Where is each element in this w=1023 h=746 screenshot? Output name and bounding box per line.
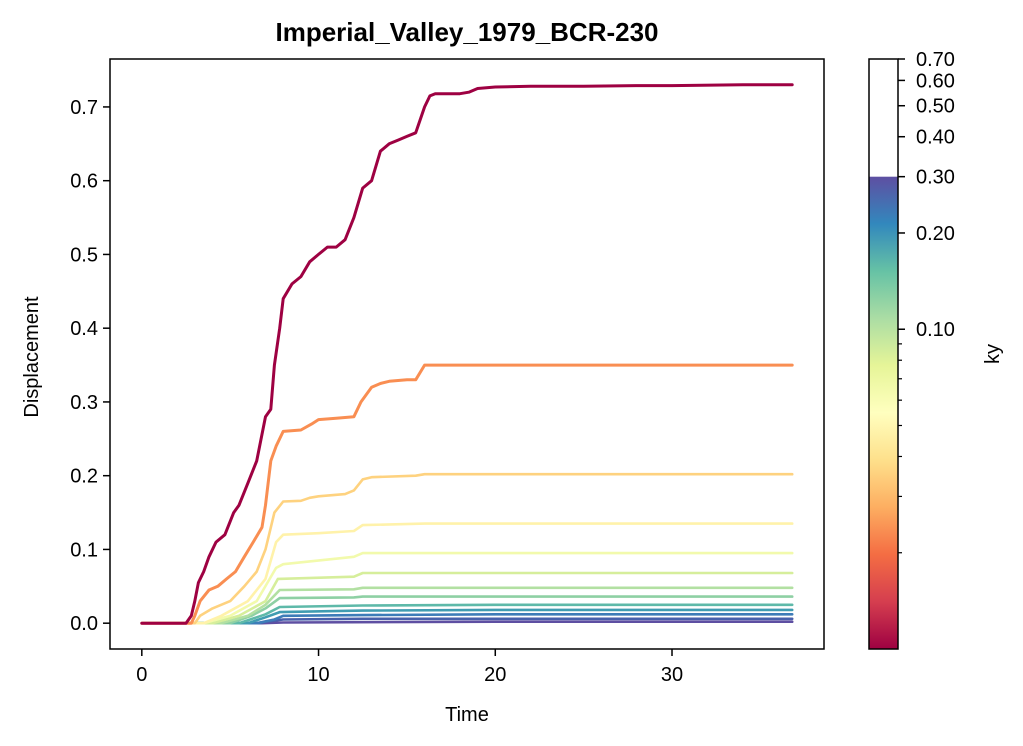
series-line-ky-0.1 — [140, 603, 794, 625]
x-axis-label: Time — [445, 704, 489, 726]
x-tick-label: 0 — [136, 664, 147, 686]
colorbar-frame — [868, 58, 899, 650]
x-tick-label: 10 — [307, 664, 329, 686]
colorbar-tick-label: 0.10 — [916, 319, 955, 341]
series-line-ky-0.02 — [140, 363, 794, 625]
colorbar-empty-region — [869, 59, 898, 177]
colorbar-tick-label: 0.70 — [916, 49, 955, 71]
y-tick-label: 0.7 — [70, 97, 98, 119]
plot-frame — [109, 58, 825, 650]
colorbar-label: ky — [982, 344, 1004, 364]
y-tick-label: 0.0 — [70, 613, 98, 635]
y-tick-label: 0.1 — [70, 539, 98, 561]
x-axis: 0 10 20 30 — [136, 649, 683, 686]
colorbar-tick-label: 0.40 — [916, 127, 955, 149]
colorbar-gradient — [869, 176, 898, 649]
series-line-ky-0.01 — [140, 83, 794, 625]
y-tick-label: 0.2 — [70, 466, 98, 488]
series-layer — [140, 83, 794, 625]
y-tick-label: 0.5 — [70, 244, 98, 266]
series-line-ky-0.07 — [140, 586, 794, 625]
colorbar-tick-label: 0.30 — [916, 167, 955, 189]
y-tick-label: 0.6 — [70, 171, 98, 193]
series-line-ky-0.04 — [140, 522, 794, 625]
colorbar-ticks: 0.10 0.20 0.30 0.40 0.50 0.600.70 — [898, 49, 955, 554]
y-tick-label: 0.4 — [70, 318, 98, 340]
series-line-ky-0.06 — [140, 571, 794, 625]
colorbar-tick-label: 0.20 — [916, 223, 955, 245]
series-line-ky-0.08 — [140, 595, 794, 625]
y-axis-label: Displacement — [21, 296, 43, 418]
series-line-ky-0.12 — [140, 608, 794, 625]
colorbar: 0.10 0.20 0.30 0.40 0.50 0.600.70 ky — [868, 49, 1004, 650]
series-line-ky-0.05 — [140, 551, 794, 625]
colorbar-tick-label: 0.60 — [916, 70, 955, 92]
series-line-ky-0.03 — [140, 472, 794, 625]
colorbar-tick-label: 0.50 — [916, 96, 955, 118]
y-tick-label: 0.3 — [70, 392, 98, 414]
series-line-ky-0.15 — [140, 612, 794, 625]
y-axis: 0.0 0.1 0.2 0.3 0.4 0.5 0.6 0.7 — [70, 97, 110, 635]
chart-title: Imperial_Valley_1979_BCR-230 — [275, 17, 658, 47]
x-tick-label: 30 — [661, 664, 683, 686]
x-tick-label: 20 — [484, 664, 506, 686]
